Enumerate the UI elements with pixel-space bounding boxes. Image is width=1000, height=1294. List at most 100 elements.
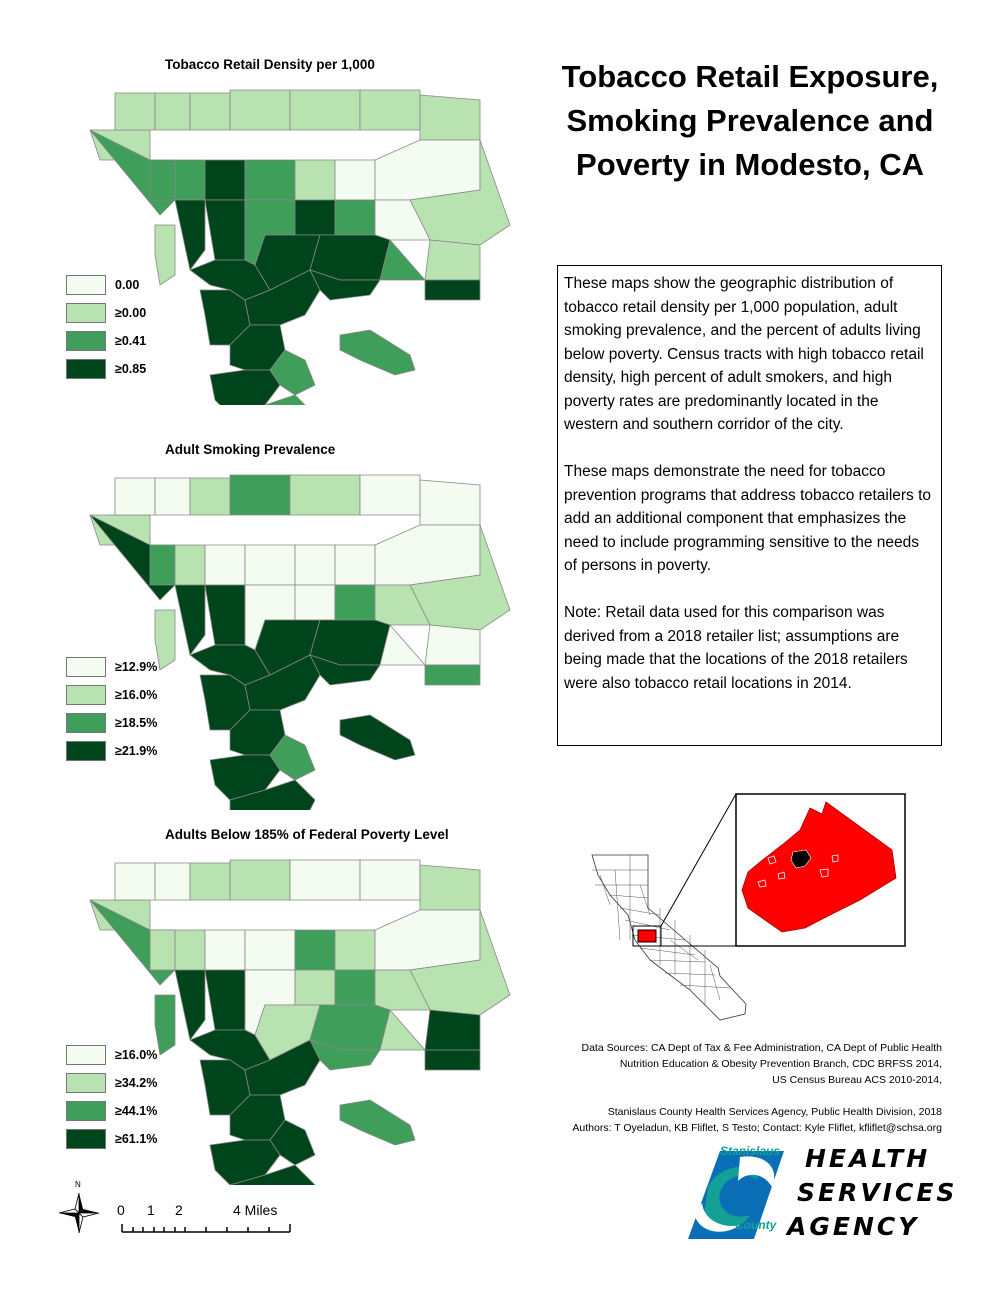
locator-inset-map [591, 793, 906, 1021]
stanislaus-county-shape [741, 801, 897, 933]
census-tract [424, 1009, 481, 1051]
source-line: Nutrition Education & Obesity Prevention… [619, 1058, 942, 1070]
census-tract [209, 369, 281, 405]
census-tract [289, 89, 361, 131]
census-tract [204, 929, 246, 971]
census-tract [149, 544, 176, 586]
census-tract [379, 239, 426, 281]
census-tract [114, 92, 156, 131]
census-tract [204, 159, 246, 201]
census-tract [289, 859, 361, 901]
data-sources: Data Sources: CA Dept of Tax & Fee Admin… [572, 1040, 942, 1136]
census-tract [334, 969, 376, 1006]
scale-label-0: 0 [117, 1202, 125, 1218]
source-line: Stanislaus County Health Services Agency… [607, 1106, 942, 1118]
legend-swatch-class3 [66, 331, 106, 351]
smoking-prevalence-tracts [89, 474, 511, 810]
scale-bar: N 0 1 2 4 Miles [55, 1180, 315, 1240]
census-tract [334, 544, 376, 586]
source-line: US Census Bureau ACS 2010-2014, [772, 1074, 942, 1086]
census-tract [229, 779, 316, 810]
census-tract [114, 862, 156, 901]
scale-label-4-miles: 4 Miles [233, 1202, 278, 1218]
poverty-map: Adults Below 185% of Federal Poverty Lev… [60, 815, 530, 1185]
census-tract [309, 619, 391, 666]
census-tract [204, 199, 246, 261]
census-tract [379, 624, 426, 666]
census-tract [424, 664, 481, 686]
logo-county: County [735, 1218, 777, 1232]
census-tract [309, 654, 381, 686]
census-tract [204, 544, 246, 586]
census-tract [154, 224, 176, 286]
legend-label: ≥12.9% [115, 660, 158, 674]
census-tract [263, 394, 306, 405]
legend-swatch-class4 [66, 359, 106, 379]
legend-label: 0.00 [115, 278, 140, 292]
census-tract [229, 474, 291, 516]
census-tract [294, 969, 336, 1006]
census-tract [209, 1139, 281, 1185]
census-tract [114, 477, 156, 516]
census-tract [374, 909, 481, 971]
census-tract [294, 584, 336, 621]
census-tract [269, 734, 316, 781]
census-tract [424, 279, 481, 301]
tobacco-density-map: Tobacco Retail Density per 1,000 [60, 45, 530, 405]
page-title-line: Smoking Prevalence and [566, 103, 934, 138]
census-tract [419, 94, 481, 141]
scale-bar-graphic [58, 1192, 291, 1234]
census-tract [294, 929, 336, 971]
legend-label: ≥0.85 [115, 362, 147, 376]
poverty-tracts [89, 859, 511, 1185]
legend-swatch-class2 [66, 1073, 106, 1093]
health-services-agency-logo-mark [688, 1151, 784, 1239]
modesto-city-outline [790, 849, 812, 869]
legend-swatch-class4 [66, 741, 106, 761]
source-line: Authors: T Oyeladun, KB Fliflet, S Testo… [572, 1122, 942, 1134]
census-tract [149, 159, 176, 201]
census-tract [424, 1049, 481, 1071]
logo-word-agency: AGENCY [787, 1212, 920, 1241]
census-tract [244, 929, 296, 971]
logo-word-services: SERVICES [797, 1178, 958, 1207]
census-tract [379, 1009, 426, 1051]
census-tract [154, 994, 176, 1056]
legend-swatch-class4 [66, 1129, 106, 1149]
north-label: N [75, 1180, 81, 1189]
poverty-map-title: Adults Below 185% of Federal Poverty Lev… [165, 827, 449, 842]
county-lines [592, 855, 731, 1005]
description-paragraph: These maps demonstrate the need for toba… [564, 463, 932, 574]
census-tract [229, 1164, 316, 1185]
census-tract [359, 859, 421, 901]
legend-label: ≥44.1% [115, 1104, 158, 1118]
census-tract [174, 199, 206, 271]
census-tract [209, 754, 281, 801]
census-tract [229, 89, 291, 131]
legend-label: ≥61.1% [115, 1132, 158, 1146]
census-tract [289, 474, 361, 516]
legend-swatch-class1 [66, 657, 106, 677]
census-tract [269, 349, 316, 396]
census-tract [309, 1004, 391, 1051]
legend-label: ≥0.41 [115, 334, 147, 348]
logo-stanislaus: Stanislaus [720, 1144, 781, 1158]
tobacco-density-map-title: Tobacco Retail Density per 1,000 [165, 57, 375, 72]
census-tract [244, 159, 296, 201]
legend-label: ≥16.0% [115, 1048, 158, 1062]
logo-word-health: HEALTH [805, 1144, 931, 1173]
census-tract [374, 969, 431, 1011]
census-tract [339, 329, 416, 376]
north-arrow-icon [58, 1192, 100, 1234]
census-tract [374, 584, 431, 626]
scale-label-2: 2 [175, 1202, 183, 1218]
census-tract [334, 199, 376, 236]
census-tract [174, 159, 206, 201]
census-tract [334, 159, 376, 201]
census-tract [419, 864, 481, 911]
census-tract [359, 474, 421, 516]
census-tract [154, 609, 176, 671]
page-title-line: Poverty in Modesto, CA [576, 147, 924, 182]
page-title-line: Tobacco Retail Exposure, [561, 59, 939, 94]
census-tract [204, 584, 246, 646]
